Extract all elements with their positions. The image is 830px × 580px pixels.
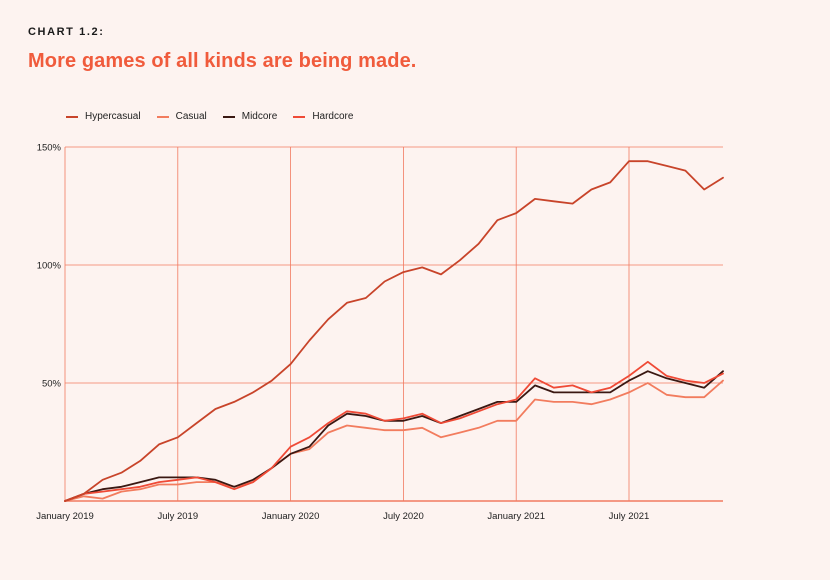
legend-swatch-hardcore bbox=[293, 115, 306, 118]
x-tick-label: July 2019 bbox=[157, 511, 198, 522]
series-line-midcore bbox=[64, 370, 724, 502]
legend-label-hypercasual: Hypercasual bbox=[85, 111, 141, 122]
legend-item-casual: Casual bbox=[156, 111, 207, 122]
series-line-hardcore bbox=[64, 360, 724, 502]
legend-swatch-casual bbox=[156, 115, 169, 118]
legend-item-hardcore: Hardcore bbox=[293, 111, 353, 122]
y-tick-label: 100% bbox=[37, 261, 62, 272]
series-line-hypercasual bbox=[64, 160, 724, 502]
legend-item-midcore: Midcore bbox=[222, 111, 278, 122]
chart-legend: Hypercasual Casual Midcore Hardcore bbox=[66, 111, 353, 122]
chart-title: More games of all kinds are being made. bbox=[28, 50, 417, 72]
x-tick-label: July 2021 bbox=[609, 511, 650, 522]
legend-swatch-midcore bbox=[222, 115, 235, 118]
series-line-casual bbox=[64, 379, 724, 502]
x-tick-label: January 2019 bbox=[36, 511, 94, 522]
legend-item-hypercasual: Hypercasual bbox=[66, 111, 141, 122]
x-tick-label: January 2020 bbox=[262, 511, 320, 522]
chart-eyebrow: CHART 1.2: bbox=[28, 26, 105, 38]
legend-label-hardcore: Hardcore bbox=[312, 111, 354, 122]
x-tick-label: July 2020 bbox=[383, 511, 424, 522]
legend-swatch-hypercasual bbox=[66, 115, 78, 118]
y-tick-label: 150% bbox=[37, 143, 62, 154]
legend-label-casual: Casual bbox=[175, 111, 207, 122]
x-tick-label: January 2021 bbox=[487, 511, 545, 522]
legend-label-midcore: Midcore bbox=[241, 111, 278, 122]
y-tick-label: 50% bbox=[42, 379, 62, 390]
